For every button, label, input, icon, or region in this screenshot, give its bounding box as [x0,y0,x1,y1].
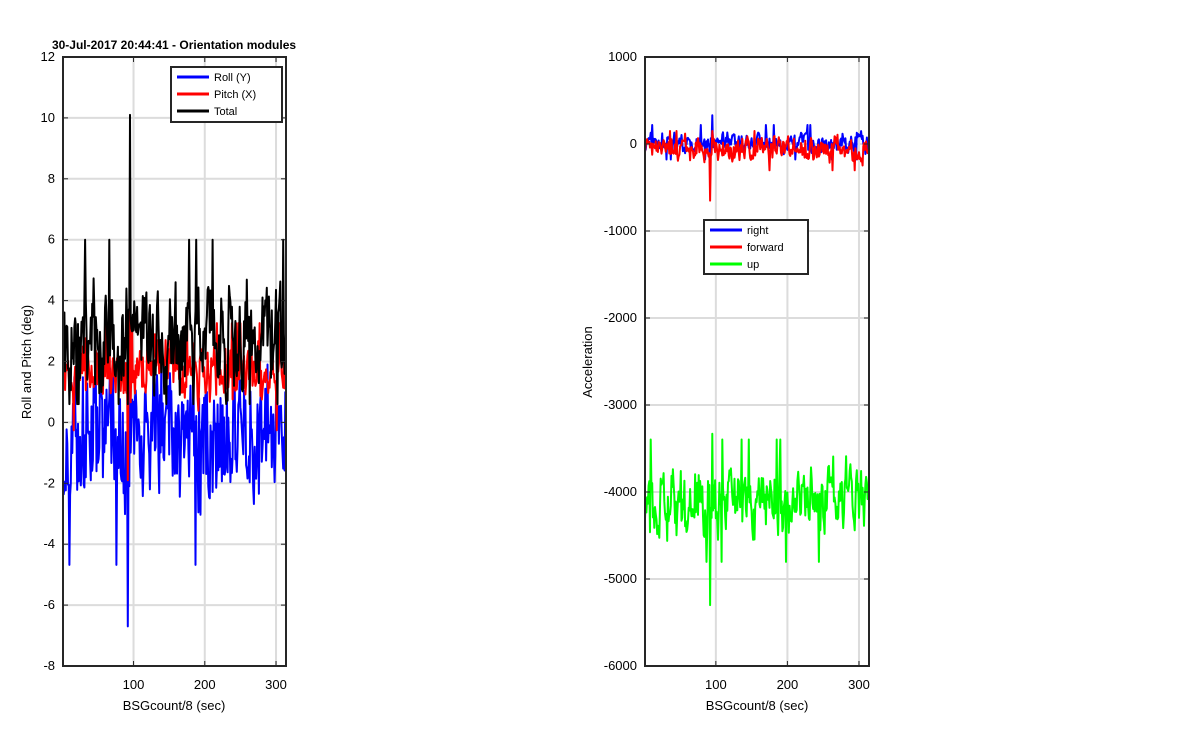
y-tick-label: 10 [41,110,55,125]
y-tick-label: 2 [48,354,55,369]
y-tick-label: -4 [43,536,55,551]
x-tick-label: 200 [194,677,216,692]
y-tick-label: -6 [43,597,55,612]
y-tick-label: 0 [48,414,55,429]
x-tick-label: 300 [848,677,870,692]
chart-acceleration: BSGcount/8 (sec) Acceleration 100 200 300 -… [580,49,870,713]
legend-label: Pitch (X) [214,89,256,101]
y-tick-label: -5000 [604,571,637,586]
y-tick-label: 8 [48,171,55,186]
chart-title: 30-Jul-2017 20:44:41 - Orientation modul… [52,38,296,52]
legend-label: right [747,225,768,237]
y-tick-label: -6000 [604,658,637,673]
y-axis-label: Acceleration [580,326,595,398]
y-tick-label: 1000 [608,49,637,64]
x-axis-label: BSGcount/8 (sec) [123,698,226,713]
chart-orientation: 30-Jul-2017 20:44:41 - Orientation modul… [19,38,296,713]
y-tick-label: 12 [41,49,55,64]
series-line-total [62,113,287,406]
x-tick-label: 300 [265,677,287,692]
y-tick-label: -2 [43,475,55,490]
y-tick-label: -1000 [604,223,637,238]
legend-label: forward [747,242,784,254]
y-tick-label: 4 [48,293,55,308]
y-tick-label: -8 [43,658,55,673]
legend: Roll (Y) Pitch (X) Total [170,66,283,123]
legend: right forward up [703,219,809,275]
series-line-forward [644,130,870,202]
x-tick-label: 100 [705,677,727,692]
x-axis-label: BSGcount/8 (sec) [706,698,809,713]
y-axis-label: Roll and Pitch (deg) [19,305,34,419]
y-tick-label: -2000 [604,310,637,325]
axes-frame [644,56,870,667]
series-line-up [644,432,870,607]
x-tick-label: 200 [777,677,799,692]
y-tick-label: 6 [48,232,55,247]
y-tick-label: -3000 [604,397,637,412]
legend-label: Roll (Y) [214,72,251,84]
legend-label: Total [214,106,237,118]
legend-label: up [747,259,759,271]
y-tick-label: -4000 [604,484,637,499]
x-tick-label: 100 [123,677,145,692]
y-tick-label: 0 [630,136,637,151]
